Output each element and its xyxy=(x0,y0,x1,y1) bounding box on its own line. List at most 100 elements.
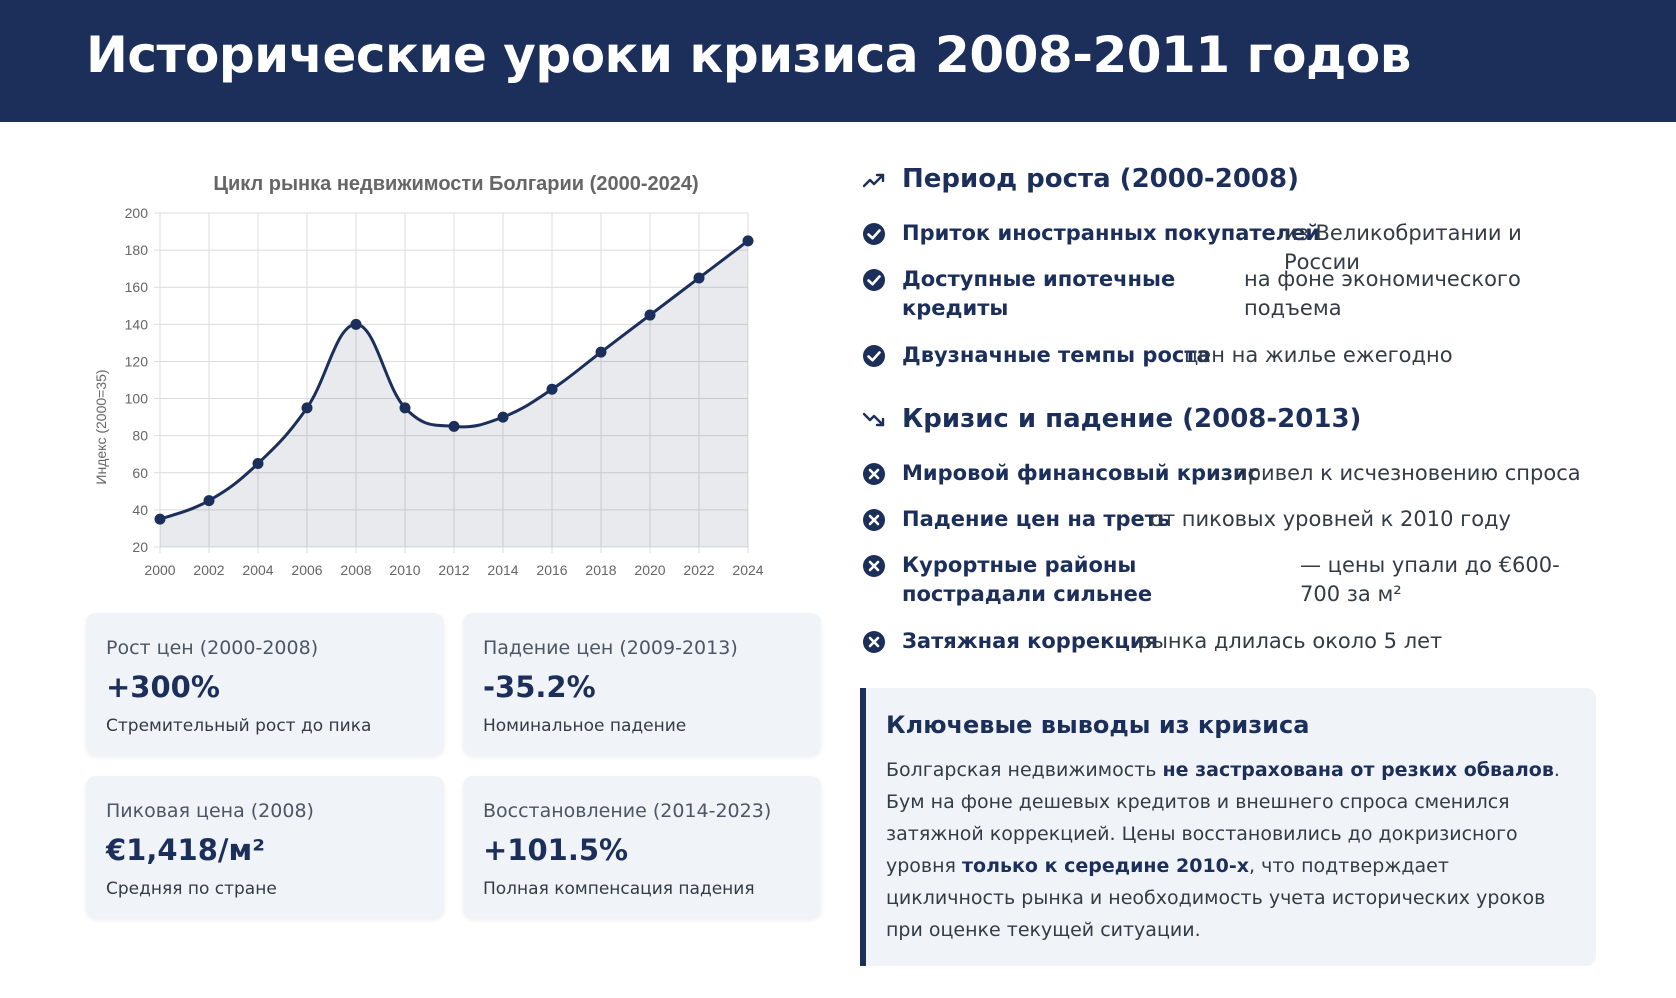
stat-card-peak-price: Пиковая цена (2008) €1,418/м² Средняя по… xyxy=(86,776,444,918)
growth-item-title: Приток иностранных покупателей xyxy=(902,221,1321,245)
stat-value: +101.5% xyxy=(483,833,629,867)
stat-value: €1,418/м² xyxy=(106,833,265,867)
data-point xyxy=(448,420,460,432)
conclusions-text: Болгарская недвижимость не застрахована … xyxy=(886,754,1576,946)
data-point xyxy=(350,318,362,330)
stat-description: Стремительный рост до пика xyxy=(106,716,372,736)
x-circle-icon xyxy=(863,509,885,531)
y-tick-label: 200 xyxy=(125,205,149,221)
check-circle-icon xyxy=(863,269,885,291)
stat-description: Полная компенсация падения xyxy=(483,879,755,899)
trending-up-icon xyxy=(862,173,885,188)
stat-description: Номинальное падение xyxy=(483,716,687,736)
x-tick-label: 2016 xyxy=(536,562,567,578)
key-conclusions-box: Ключевые выводы из кризиса Болгарская не… xyxy=(860,688,1596,966)
stat-value: -35.2% xyxy=(483,670,596,704)
conclusions-text-part: . Бум на фоне дешевых кредитов и внешнег… xyxy=(886,759,1560,877)
growth-item-text: цен на жилье ежегодно xyxy=(1184,343,1453,367)
crisis-item-text: рынка длилась около 5 лет xyxy=(1138,629,1443,653)
stat-value: +300% xyxy=(106,670,220,704)
crisis-section-title: Кризис и падение (2008-2013) xyxy=(902,404,1362,434)
y-axis-label: Индекс (2000=35) xyxy=(93,369,109,484)
data-point xyxy=(399,402,411,414)
crisis-item: Мировой финансовый кризис привел к исчез… xyxy=(862,459,1602,489)
stat-card-recovery: Восстановление (2014-2023) +101.5% Полна… xyxy=(463,776,821,918)
check-circle-icon xyxy=(863,345,885,367)
crisis-item: Курортные районы пострадали сильнее — це… xyxy=(862,551,1602,611)
growth-item-text: на фоне экономического подъема xyxy=(1244,267,1521,320)
trending-down-icon xyxy=(862,412,885,427)
stat-label: Рост цен (2000-2008) xyxy=(106,637,319,659)
x-circle-icon xyxy=(863,631,885,653)
growth-section-title: Период роста (2000-2008) xyxy=(902,164,1299,194)
crisis-section-heading: Кризис и падение (2008-2013) xyxy=(862,404,1562,440)
x-tick-label: 2010 xyxy=(389,562,420,578)
y-tick-label: 20 xyxy=(132,539,148,555)
data-point xyxy=(693,272,705,284)
crisis-item-text: от пиковых уровней к 2010 году xyxy=(1150,507,1511,531)
x-tick-label: 2004 xyxy=(242,562,273,578)
data-point xyxy=(595,346,607,358)
x-tick-label: 2002 xyxy=(193,562,224,578)
crisis-item-title: Курортные районы пострадали сильнее xyxy=(902,553,1153,606)
x-tick-label: 2018 xyxy=(585,562,616,578)
page-title: Исторические уроки кризиса 2008-2011 год… xyxy=(86,26,1411,84)
y-tick-label: 120 xyxy=(125,353,149,369)
y-tick-label: 140 xyxy=(125,316,149,332)
x-tick-label: 2000 xyxy=(144,562,175,578)
series-area xyxy=(160,240,748,547)
crisis-item-title: Падение цен на треть xyxy=(902,507,1171,531)
crisis-item-text: — цены упали до €600-700 за м² xyxy=(1300,553,1560,606)
data-point xyxy=(154,513,166,525)
crisis-item-title: Мировой финансовый кризис xyxy=(902,461,1261,485)
x-tick-label: 2008 xyxy=(340,562,371,578)
crisis-item-title: Затяжная коррекция xyxy=(902,629,1159,653)
data-point xyxy=(252,458,264,469)
stat-card-growth: Рост цен (2000-2008) +300% Стремительный… xyxy=(86,613,444,755)
stat-label: Пиковая цена (2008) xyxy=(106,800,314,822)
stat-description: Средняя по стране xyxy=(106,879,277,899)
stat-label: Восстановление (2014-2023) xyxy=(483,800,772,822)
conclusions-title: Ключевые выводы из кризиса xyxy=(886,711,1310,739)
conclusions-text-part: , что подтверждает цикличность рынка и н… xyxy=(886,855,1546,941)
y-tick-label: 60 xyxy=(132,465,148,481)
y-tick-label: 100 xyxy=(125,391,149,407)
x-tick-label: 2012 xyxy=(438,562,469,578)
chart-svg: Цикл рынка недвижимости Болгарии (2000-2… xyxy=(93,173,764,578)
y-tick-label: 80 xyxy=(132,428,148,444)
crisis-item-text: привел к исчезновению спроса xyxy=(1234,461,1581,485)
data-point xyxy=(203,495,215,507)
crisis-item: Падение цен на треть от пиковых уровней … xyxy=(862,505,1602,535)
growth-item-title: Двузначные темпы роста xyxy=(902,343,1211,367)
x-tick-label: 2024 xyxy=(732,562,763,578)
x-tick-label: 2014 xyxy=(487,562,518,578)
growth-item-text: из Великобритании и России xyxy=(1284,221,1522,274)
growth-section-heading: Период роста (2000-2008) xyxy=(862,164,1562,200)
conclusions-highlight: не застрахована от резких обвалов xyxy=(1162,759,1554,781)
data-point xyxy=(742,235,754,247)
header-bar: Исторические уроки кризиса 2008-2011 год… xyxy=(0,0,1676,122)
conclusions-highlight: только к середине 2010-х xyxy=(962,855,1250,877)
x-circle-icon xyxy=(863,463,885,485)
growth-item: Доступные ипотечные кредиты на фоне экон… xyxy=(862,265,1602,325)
check-circle-icon xyxy=(863,223,885,245)
conclusions-text-part: Болгарская недвижимость xyxy=(886,759,1163,781)
x-tick-label: 2022 xyxy=(683,562,714,578)
y-tick-label: 180 xyxy=(125,242,149,258)
price-cycle-chart: Цикл рынка недвижимости Болгарии (2000-2… xyxy=(86,165,826,595)
x-tick-label: 2020 xyxy=(634,562,665,578)
crisis-item: Затяжная коррекция рынка длилась около 5… xyxy=(862,627,1602,657)
x-circle-icon xyxy=(863,555,885,577)
y-tick-label: 40 xyxy=(132,502,148,518)
growth-item-title: Доступные ипотечные кредиты xyxy=(902,267,1176,320)
growth-item: Двузначные темпы роста цен на жилье ежег… xyxy=(862,341,1602,371)
stat-label: Падение цен (2009-2013) xyxy=(483,637,738,659)
data-point xyxy=(546,383,558,395)
stat-card-decline: Падение цен (2009-2013) -35.2% Номинальн… xyxy=(463,613,821,755)
x-tick-label: 2006 xyxy=(291,562,322,578)
data-point xyxy=(644,309,656,321)
chart-title: Цикл рынка недвижимости Болгарии (2000-2… xyxy=(213,173,698,195)
data-point xyxy=(301,402,313,414)
growth-item: Приток иностранных покупателей из Велико… xyxy=(862,219,1602,274)
data-point xyxy=(497,411,509,423)
